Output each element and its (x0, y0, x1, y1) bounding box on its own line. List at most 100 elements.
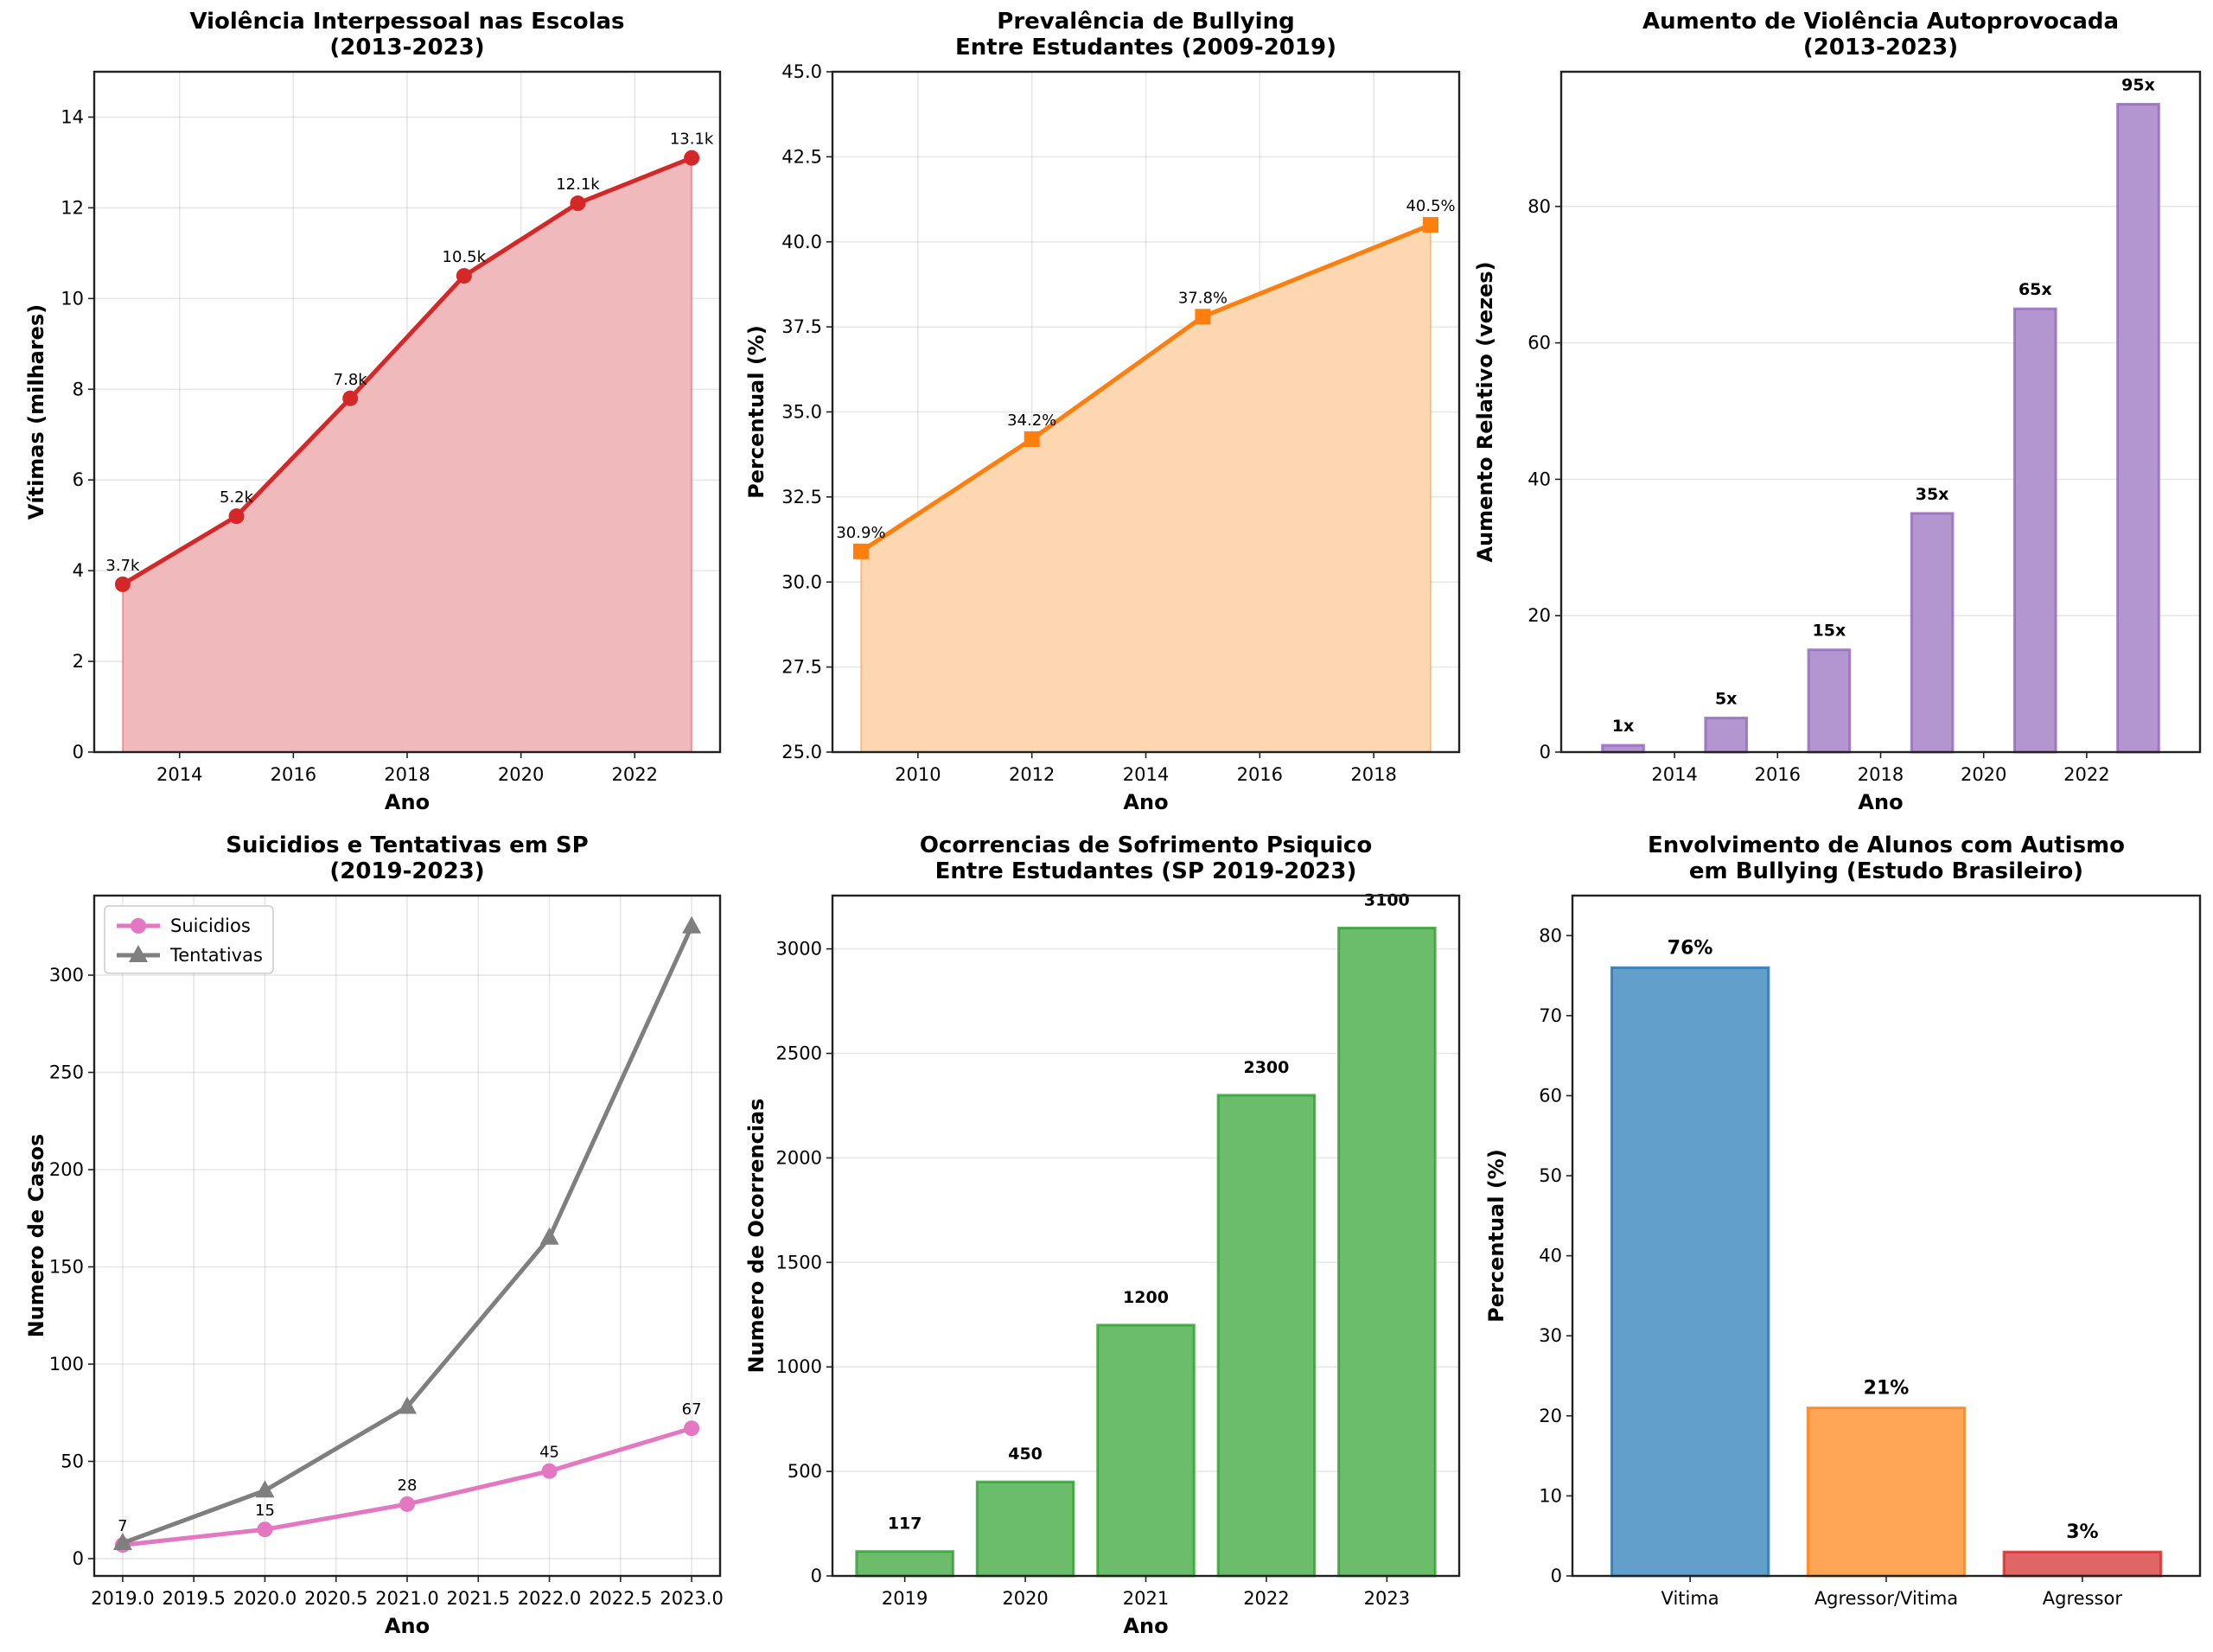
x-axis: 2014 2016 2018 2020 2022 (156, 752, 658, 785)
series-line-vítimas (121, 156, 693, 587)
x-tick-label: 2021 (1123, 1588, 1169, 1609)
chart-title: Suicidios e Tentativas em SP (226, 832, 588, 858)
y-tick-label: 1000 (776, 1356, 822, 1377)
y-axis: 0 500 1000 1500 2000 2500 3000 (776, 939, 832, 1586)
data-point (539, 1227, 559, 1245)
x-tick-label: 2016 (1755, 764, 1801, 785)
y-tick-label: 45.0 (781, 61, 822, 82)
legend-marker-triangle-icon (129, 945, 148, 962)
x-tick-label: 2022.5 (589, 1588, 652, 1609)
x-axis-label: Ano (385, 1614, 430, 1638)
chart-violencia-autoprovocada: Aumento de Violência Autoprovocada(2013-… (1473, 9, 2202, 814)
y-tick-label: 0 (1551, 1566, 1562, 1586)
x-axis: 2019 2020 2021 2022 2023 (882, 1576, 1410, 1609)
y-tick-label: 0 (1540, 742, 1551, 762)
data-point (228, 508, 245, 525)
bar (1807, 648, 1852, 754)
x-axis-label: Ano (1858, 790, 1903, 814)
x-tick-label: 2021.0 (375, 1588, 438, 1609)
data-marks: 1x 5x 15x 35x 65x 95x (1601, 75, 2160, 754)
y-axis-label: Numero de Casos (24, 1134, 48, 1338)
bar (2116, 102, 2160, 754)
x-tick-label: 2020 (1002, 1588, 1048, 1609)
y-axis-label: Percentual (%) (1484, 1149, 1508, 1323)
y-tick-label: 20 (1527, 605, 1551, 626)
bar-label: 3% (2066, 1521, 2098, 1543)
x-tick-label: 2016 (271, 764, 316, 785)
bar (1704, 717, 1749, 754)
legend-label: Tentativas (169, 945, 263, 966)
x-tick-label: 2019.0 (91, 1588, 154, 1609)
data-point (399, 1496, 415, 1512)
x-axis-label: Ano (1123, 1614, 1168, 1638)
grid (1561, 206, 2200, 753)
data-label: 28 (398, 1477, 418, 1495)
x-tick-label: 2016 (1237, 764, 1283, 785)
x-tick-label: 2022.0 (518, 1588, 581, 1609)
y-tick-label: 35.0 (781, 402, 822, 423)
chart-sofrimento-psiquico: Ocorrencias de Sofrimento PsiquicoEntre … (744, 832, 1461, 1638)
bar-label: 5x (1715, 690, 1737, 709)
data-marks: 117 450 1200 2300 3100 (855, 890, 1437, 1578)
chart-title: (2013-2023) (329, 35, 484, 61)
data-point (541, 1463, 558, 1479)
x-tick-label: 2021.5 (447, 1588, 510, 1609)
y-tick-label: 80 (1539, 925, 1562, 946)
y-axis: 0 10 20 30 40 50 60 70 80 (1539, 925, 1572, 1586)
data-label: 10.5k (443, 248, 487, 266)
chart-title: Prevalência de Bullying (997, 9, 1294, 35)
data-point (682, 915, 702, 934)
x-tick-label: Agressor (2043, 1588, 2123, 1609)
x-tick-label: 2020 (1961, 764, 2006, 785)
y-tick-label: 2500 (776, 1043, 822, 1064)
bar-label: 2300 (1243, 1058, 1289, 1077)
data-label: 3.7k (105, 557, 140, 575)
x-axis: Vitima Agressor/Vitima Agressor (1661, 1576, 2123, 1609)
y-tick-label: 30.0 (781, 571, 822, 592)
chart-title: (2019-2023) (329, 858, 484, 884)
data-point (255, 1480, 275, 1498)
chart-title: Envolvimento de Alunos com Autismo (1648, 832, 2125, 858)
chart-title: (2013-2023) (1803, 35, 1958, 61)
y-tick-label: 12 (61, 197, 84, 218)
data-point (398, 1396, 417, 1414)
y-axis: 0 20 40 60 80 (1527, 196, 1561, 762)
y-tick-label: 3000 (776, 939, 822, 960)
x-tick-label: 2023 (1364, 1588, 1410, 1609)
y-tick-label: 25.0 (781, 742, 822, 762)
y-axis-label: Numero de Ocorrencias (744, 1098, 768, 1373)
bar (1806, 1406, 1967, 1578)
y-tick-label: 150 (49, 1256, 84, 1277)
x-tick-label: 2014 (1651, 764, 1697, 785)
y-tick-label: 20 (1539, 1406, 1562, 1426)
data-label: 7 (118, 1517, 127, 1535)
y-tick-label: 500 (788, 1461, 822, 1482)
data-label: 30.9% (836, 524, 885, 542)
bar (975, 1480, 1075, 1578)
data-label: 45 (539, 1444, 559, 1462)
x-tick-label: 2020.5 (304, 1588, 367, 1609)
y-tick-label: 100 (49, 1354, 84, 1375)
bar (1216, 1094, 1317, 1578)
y-tick-label: 80 (1527, 196, 1551, 217)
x-axis: 2014 2016 2018 2020 2022 (1651, 752, 2110, 785)
chart-title: Aumento de Violência Autoprovocada (1642, 9, 2119, 35)
bar-label: 117 (888, 1515, 922, 1534)
y-tick-label: 10 (61, 288, 84, 309)
y-tick-label: 27.5 (781, 657, 822, 678)
data-label: 37.8% (1178, 289, 1228, 307)
bar-label: 76% (1668, 937, 1713, 959)
y-tick-label: 40 (1539, 1246, 1562, 1266)
bar (1910, 512, 1955, 754)
data-point (852, 543, 869, 559)
y-tick-label: 2 (73, 651, 84, 672)
y-tick-label: 50 (61, 1451, 84, 1471)
data-point (684, 1420, 700, 1437)
y-tick-label: 6 (73, 469, 84, 490)
y-tick-label: 32.5 (781, 487, 822, 507)
chart-suicidios-tentativas: Suicidios e Tentativas em SP(2019-2023) 7… (24, 832, 724, 1638)
x-tick-label: 2020.0 (233, 1588, 297, 1609)
data-point (257, 1521, 273, 1538)
y-tick-label: 2000 (776, 1147, 822, 1168)
y-tick-label: 50 (1539, 1165, 1562, 1186)
